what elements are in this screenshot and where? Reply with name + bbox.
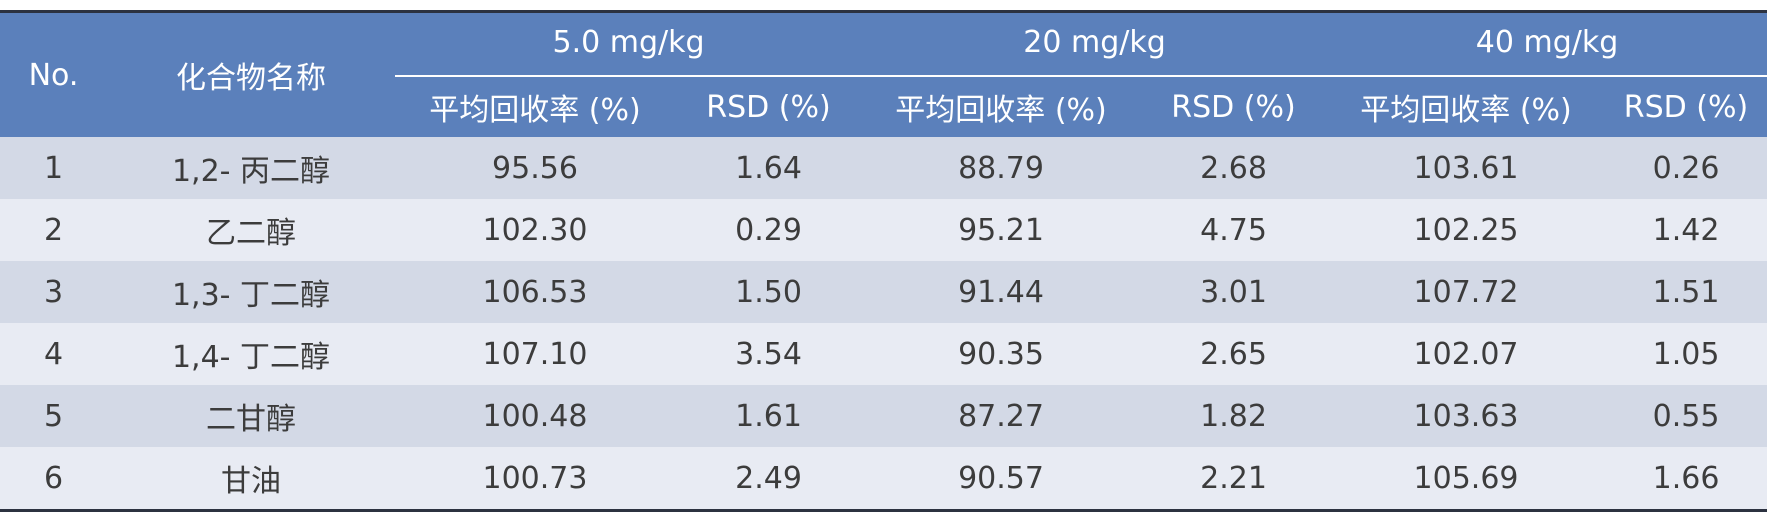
- cell-recovery-40: 102.25: [1327, 199, 1606, 261]
- cell-rsd-20: 4.75: [1140, 199, 1328, 261]
- cell-no: 6: [0, 447, 107, 511]
- cell-recovery-5: 100.48: [395, 385, 675, 447]
- cell-recovery-40: 105.69: [1327, 447, 1606, 511]
- cell-rsd-20: 2.21: [1140, 447, 1328, 511]
- cell-recovery-5: 107.10: [395, 323, 675, 385]
- header-avg-recovery: 平均回收率 (%): [862, 76, 1141, 137]
- cell-rsd-40: 0.26: [1605, 137, 1767, 199]
- header-compound-name: 化合物名称: [107, 11, 395, 137]
- cell-recovery-20: 90.57: [862, 447, 1141, 511]
- cell-recovery-40: 102.07: [1327, 323, 1606, 385]
- cell-no: 3: [0, 261, 107, 323]
- cell-rsd-40: 1.51: [1605, 261, 1767, 323]
- cell-recovery-5: 106.53: [395, 261, 675, 323]
- cell-rsd-20: 2.65: [1140, 323, 1328, 385]
- cell-rsd-40: 0.55: [1605, 385, 1767, 447]
- cell-rsd-40: 1.66: [1605, 447, 1767, 511]
- table-row: 4 1,4- 丁二醇 107.10 3.54 90.35 2.65 102.07…: [0, 323, 1767, 385]
- cell-recovery-20: 90.35: [862, 323, 1141, 385]
- header-group-20mgkg: 20 mg/kg: [862, 11, 1328, 77]
- header-no: No.: [0, 11, 107, 137]
- cell-recovery-20: 91.44: [862, 261, 1141, 323]
- cell-rsd-5: 2.49: [675, 447, 863, 511]
- cell-rsd-20: 1.82: [1140, 385, 1328, 447]
- cell-compound: 二甘醇: [107, 385, 395, 447]
- cell-compound: 1,3- 丁二醇: [107, 261, 395, 323]
- cell-recovery-40: 107.72: [1327, 261, 1606, 323]
- cell-compound: 乙二醇: [107, 199, 395, 261]
- cell-no: 5: [0, 385, 107, 447]
- table-row: 5 二甘醇 100.48 1.61 87.27 1.82 103.63 0.55: [0, 385, 1767, 447]
- table-row: 2 乙二醇 102.30 0.29 95.21 4.75 102.25 1.42: [0, 199, 1767, 261]
- cell-recovery-20: 88.79: [862, 137, 1141, 199]
- cell-recovery-5: 95.56: [395, 137, 675, 199]
- cell-rsd-40: 1.05: [1605, 323, 1767, 385]
- cell-rsd-20: 2.68: [1140, 137, 1328, 199]
- cell-recovery-40: 103.63: [1327, 385, 1606, 447]
- table-row: 1 1,2- 丙二醇 95.56 1.64 88.79 2.68 103.61 …: [0, 137, 1767, 199]
- cell-compound: 甘油: [107, 447, 395, 511]
- table-row: 6 甘油 100.73 2.49 90.57 2.21 105.69 1.66: [0, 447, 1767, 511]
- table-header: No. 化合物名称 5.0 mg/kg 20 mg/kg 40 mg/kg 平均…: [0, 11, 1767, 137]
- cell-recovery-5: 102.30: [395, 199, 675, 261]
- recovery-table: No. 化合物名称 5.0 mg/kg 20 mg/kg 40 mg/kg 平均…: [0, 10, 1767, 512]
- cell-rsd-5: 1.64: [675, 137, 863, 199]
- header-rsd: RSD (%): [1140, 76, 1328, 137]
- cell-recovery-5: 100.73: [395, 447, 675, 511]
- table-body: 1 1,2- 丙二醇 95.56 1.64 88.79 2.68 103.61 …: [0, 137, 1767, 511]
- cell-recovery-20: 87.27: [862, 385, 1141, 447]
- header-rsd: RSD (%): [1605, 76, 1767, 137]
- cell-recovery-40: 103.61: [1327, 137, 1606, 199]
- cell-no: 4: [0, 323, 107, 385]
- cell-no: 1: [0, 137, 107, 199]
- table-row: 3 1,3- 丁二醇 106.53 1.50 91.44 3.01 107.72…: [0, 261, 1767, 323]
- cell-rsd-20: 3.01: [1140, 261, 1328, 323]
- cell-rsd-40: 1.42: [1605, 199, 1767, 261]
- header-rsd: RSD (%): [675, 76, 863, 137]
- cell-rsd-5: 1.61: [675, 385, 863, 447]
- cell-rsd-5: 0.29: [675, 199, 863, 261]
- header-group-40mgkg: 40 mg/kg: [1327, 11, 1767, 77]
- header-group-5mgkg: 5.0 mg/kg: [395, 11, 863, 77]
- cell-recovery-20: 95.21: [862, 199, 1141, 261]
- cell-compound: 1,4- 丁二醇: [107, 323, 395, 385]
- header-avg-recovery: 平均回收率 (%): [1327, 76, 1606, 137]
- cell-compound: 1,2- 丙二醇: [107, 137, 395, 199]
- cell-rsd-5: 3.54: [675, 323, 863, 385]
- header-avg-recovery: 平均回收率 (%): [395, 76, 675, 137]
- recovery-table-container: No. 化合物名称 5.0 mg/kg 20 mg/kg 40 mg/kg 平均…: [0, 10, 1767, 512]
- cell-rsd-5: 1.50: [675, 261, 863, 323]
- cell-no: 2: [0, 199, 107, 261]
